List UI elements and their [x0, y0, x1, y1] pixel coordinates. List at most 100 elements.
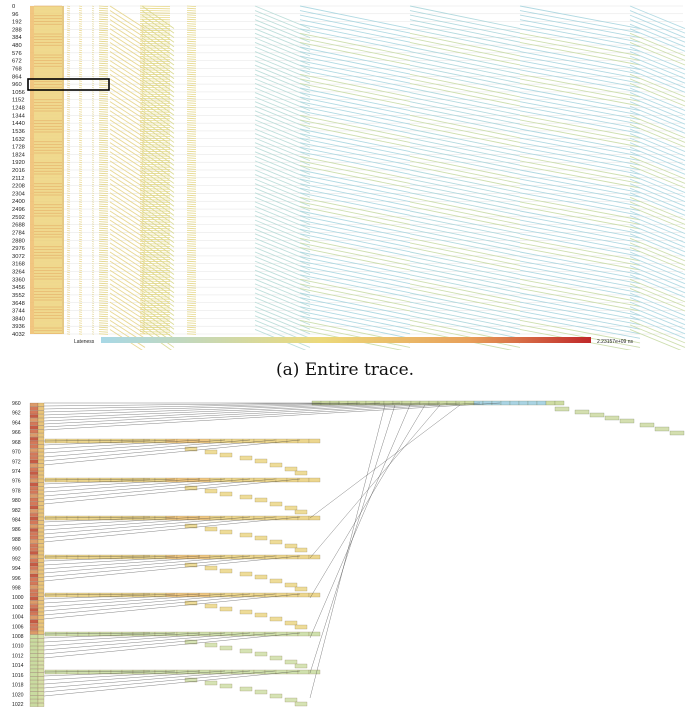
column-mark — [139, 291, 171, 293]
column-mark — [78, 21, 83, 23]
column-mark — [91, 98, 95, 100]
column-mark — [98, 258, 109, 260]
column-mark — [186, 133, 197, 135]
column-mark — [66, 27, 71, 29]
trace-cell — [121, 631, 134, 637]
column-mark — [139, 318, 171, 320]
column-mark — [186, 111, 197, 113]
trace-wave-stroke — [141, 192, 175, 216]
column-mark — [91, 282, 95, 285]
trace-wave-stroke — [629, 142, 686, 166]
trace-wave-stroke — [109, 101, 146, 125]
trace-wave-stroke — [409, 219, 521, 244]
column-mark — [186, 256, 197, 258]
dependency-line — [43, 478, 201, 489]
dependency-line — [43, 439, 226, 454]
trace-cell — [29, 642, 39, 646]
trace-cell — [308, 592, 321, 598]
column-mark — [78, 190, 83, 192]
column-mark — [98, 155, 109, 157]
row-label: 2016 — [12, 168, 25, 174]
trace-cell — [29, 668, 39, 673]
zoomed-trace-view: 9609629649669689709729749769789809829849… — [12, 400, 685, 708]
dependency-line — [43, 402, 421, 419]
column-mark — [91, 65, 95, 67]
trace-cell — [482, 400, 493, 406]
column-mark — [78, 302, 83, 304]
trace-wave-stroke — [519, 196, 641, 221]
trace-cell — [37, 627, 45, 631]
trace-cell — [198, 631, 211, 637]
dependency-line — [43, 478, 226, 493]
column-mark — [66, 43, 71, 45]
column-mark — [78, 298, 83, 300]
column-mark — [78, 318, 83, 320]
column-mark — [66, 201, 71, 203]
column-mark — [78, 260, 83, 263]
row-label: 968 — [12, 440, 21, 446]
column-mark — [66, 315, 71, 318]
trace-wave-stroke — [519, 60, 641, 84]
trace-cell — [29, 505, 39, 510]
trace-wave-stroke — [254, 196, 311, 221]
column-mark — [98, 199, 109, 201]
column-mark — [186, 188, 197, 190]
trace-wave-stroke — [109, 142, 146, 166]
column-mark — [139, 293, 171, 296]
dependency-line — [43, 555, 201, 566]
trace-wave-stroke — [299, 124, 411, 148]
column-mark — [186, 326, 197, 329]
column-mark — [186, 113, 197, 115]
trace-cell — [29, 539, 39, 544]
trace-cell — [269, 462, 283, 468]
trace-wave-stroke — [519, 83, 641, 107]
column-mark — [91, 73, 95, 76]
trace-cell — [37, 433, 45, 437]
column-mark — [91, 212, 95, 214]
column-mark — [98, 192, 109, 194]
column-mark — [186, 203, 197, 205]
trace-wave-stroke — [141, 187, 175, 212]
trace-wave-stroke — [141, 32, 175, 57]
dependency-line — [309, 404, 426, 599]
trace-cell — [37, 551, 45, 555]
column-mark — [66, 269, 71, 271]
trace-wave-stroke — [409, 78, 521, 102]
dependency-line — [43, 478, 251, 497]
trace-wave-stroke — [141, 237, 175, 262]
column-mark — [186, 25, 197, 27]
trace-cell — [29, 509, 39, 513]
trace-wave-stroke — [409, 146, 521, 171]
column-mark — [78, 73, 83, 76]
column-mark — [78, 326, 83, 329]
trace-cell — [308, 554, 321, 560]
trace-cell — [37, 497, 45, 502]
trace-wave-stroke — [519, 233, 641, 257]
column-mark — [66, 36, 71, 38]
trace-wave-stroke — [299, 292, 411, 316]
trace-wave-stroke — [141, 310, 175, 335]
column-mark — [78, 276, 83, 278]
column-mark — [91, 104, 95, 106]
trace-wave-stroke — [629, 87, 686, 111]
trace-wave-stroke — [409, 69, 521, 93]
trace-wave-stroke — [299, 269, 411, 294]
column-mark — [78, 32, 83, 34]
column-mark — [186, 128, 197, 131]
column-mark — [186, 135, 197, 137]
column-mark — [98, 254, 109, 256]
column-mark — [66, 67, 71, 69]
column-mark — [91, 139, 95, 142]
zoom-selection-box[interactable] — [27, 78, 110, 91]
column-mark — [139, 106, 171, 109]
trace-wave-stroke — [141, 142, 175, 166]
row-label: 2496 — [12, 207, 25, 213]
column-mark — [78, 131, 83, 133]
column-mark — [66, 80, 71, 82]
trace-wave-stroke — [629, 23, 686, 48]
dependency-line — [43, 670, 251, 689]
trace-wave-stroke — [299, 324, 411, 348]
trace-cell — [29, 581, 39, 586]
trace-wave-stroke — [109, 174, 146, 198]
trace-cell — [29, 501, 39, 506]
